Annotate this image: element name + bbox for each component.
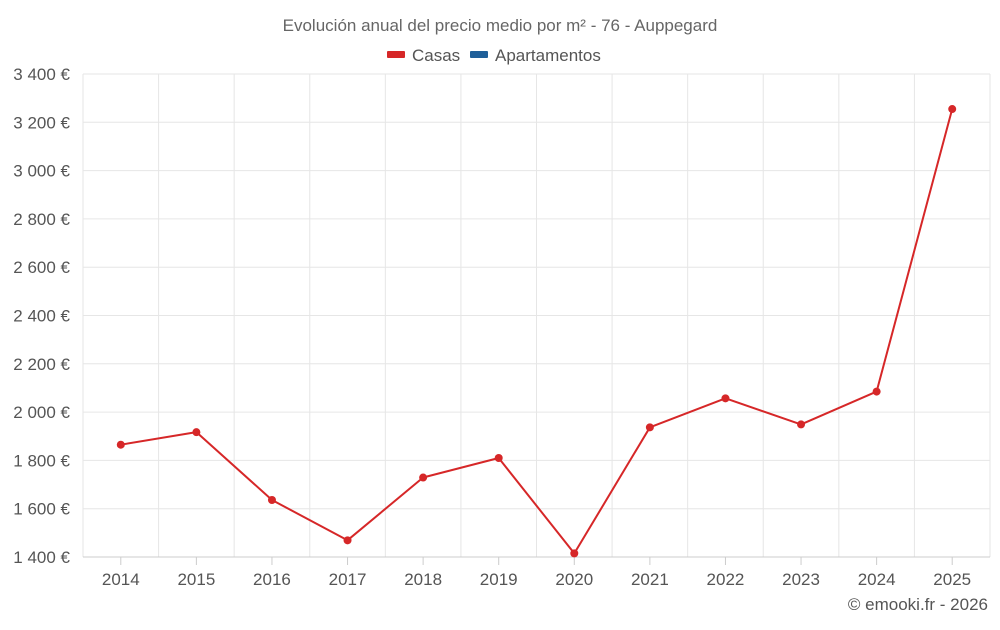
legend-swatch-casas: [387, 51, 405, 58]
data-point[interactable]: [419, 473, 428, 482]
legend-item-casas[interactable]: Casas: [387, 46, 460, 65]
data-point[interactable]: [797, 420, 806, 429]
data-point[interactable]: [116, 440, 125, 449]
grid: [82, 73, 991, 558]
x-tick-label: 2016: [253, 570, 291, 589]
data-point[interactable]: [343, 536, 352, 545]
y-tick-label: 3 400 €: [13, 65, 70, 84]
y-tick-label: 1 800 €: [13, 451, 70, 470]
data-point[interactable]: [645, 423, 654, 432]
y-tick-label: 2 000 €: [13, 403, 70, 422]
y-tick-label: 1 600 €: [13, 500, 70, 519]
credit-text: © emooki.fr - 2026: [848, 595, 988, 614]
y-tick-label: 3 200 €: [13, 113, 70, 132]
x-tick-label: 2018: [404, 570, 442, 589]
legend-item-apartamentos[interactable]: Apartamentos: [470, 46, 601, 65]
data-point[interactable]: [192, 428, 201, 437]
y-tick-label: 2 800 €: [13, 210, 70, 229]
data-point[interactable]: [267, 496, 276, 505]
legend-label-apartamentos: Apartamentos: [495, 46, 601, 65]
x-tick-label: 2025: [933, 570, 971, 589]
data-point[interactable]: [948, 105, 957, 114]
series-layer: [116, 105, 957, 558]
data-point[interactable]: [872, 387, 881, 396]
y-tick-label: 3 000 €: [13, 162, 70, 181]
legend: Casas Apartamentos: [387, 46, 601, 65]
legend-swatch-apartamentos: [470, 51, 488, 58]
y-tick-label: 2 600 €: [13, 258, 70, 277]
y-tick-label: 2 400 €: [13, 307, 70, 326]
x-tick-label: 2021: [631, 570, 669, 589]
x-tick-label: 2014: [102, 570, 140, 589]
data-point[interactable]: [494, 453, 503, 462]
legend-label-casas: Casas: [412, 46, 460, 65]
x-tick-label: 2023: [782, 570, 820, 589]
x-tick-label: 2019: [480, 570, 518, 589]
y-tick-label: 1 400 €: [13, 548, 70, 567]
x-tick-label: 2017: [329, 570, 367, 589]
data-point[interactable]: [721, 394, 730, 403]
series-line-casas: [119, 108, 954, 555]
data-point[interactable]: [570, 549, 579, 558]
x-tick-label: 2015: [177, 570, 215, 589]
y-axis: 1 400 € 1 600 € 1 800 € 2 000 € 2 200 € 2 400…: [13, 65, 70, 567]
x-tick-label: 2024: [858, 570, 896, 589]
y-tick-label: 2 200 €: [13, 355, 70, 374]
chart-title: Evolución anual del precio medio por m² …: [283, 16, 718, 35]
x-axis: 2014 2015 2016 2017 2018 2019 2020 2021 2022 2023…: [83, 556, 990, 589]
x-tick-label: 2020: [555, 570, 593, 589]
x-tick-label: 2022: [707, 570, 745, 589]
